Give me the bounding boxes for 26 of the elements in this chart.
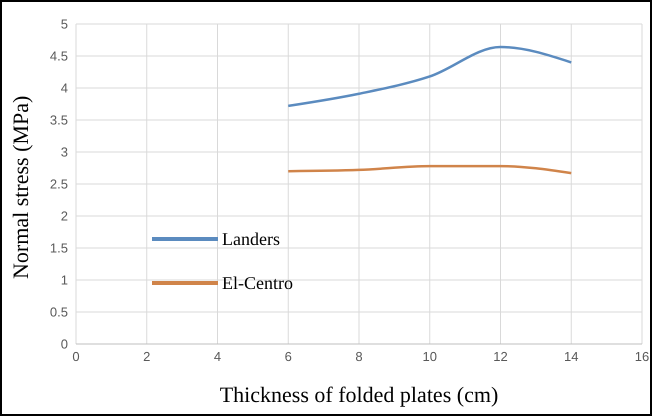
x-tick-label: 12: [493, 349, 508, 364]
x-tick-label: 16: [634, 349, 650, 364]
x-tick-label: 4: [214, 349, 222, 364]
y-tick-label: 0.5: [50, 304, 68, 320]
line-series: [287, 164, 572, 174]
y-tick-label: 4: [60, 80, 68, 96]
x-tick-label: 14: [564, 349, 578, 364]
y-tick-label: 5: [60, 16, 68, 32]
legend-label: El-Centro: [222, 272, 293, 294]
x-tick-label: 10: [422, 349, 437, 364]
y-tick-label: 2: [60, 208, 68, 224]
y-tick-label: 3.5: [50, 112, 68, 128]
x-tick-label: 2: [143, 349, 150, 364]
y-tick-label: 3: [60, 144, 68, 160]
y-tick-label: 1: [60, 272, 68, 288]
y-tick-label: 0: [60, 336, 68, 352]
x-tick-label: 8: [355, 349, 363, 364]
y-tick-label: 2.5: [50, 176, 68, 192]
legend-label: Landers: [222, 228, 280, 250]
line-series: [287, 46, 572, 108]
x-tick-label: 6: [284, 349, 292, 364]
x-axis-title: Thickness of folded plates (cm): [220, 382, 498, 407]
y-tick-label: 4.5: [50, 48, 68, 64]
y-axis-title: Normal stress (MPa): [8, 96, 33, 279]
x-tick-label: 0: [72, 349, 80, 364]
y-tick-label: 1.5: [50, 240, 68, 256]
